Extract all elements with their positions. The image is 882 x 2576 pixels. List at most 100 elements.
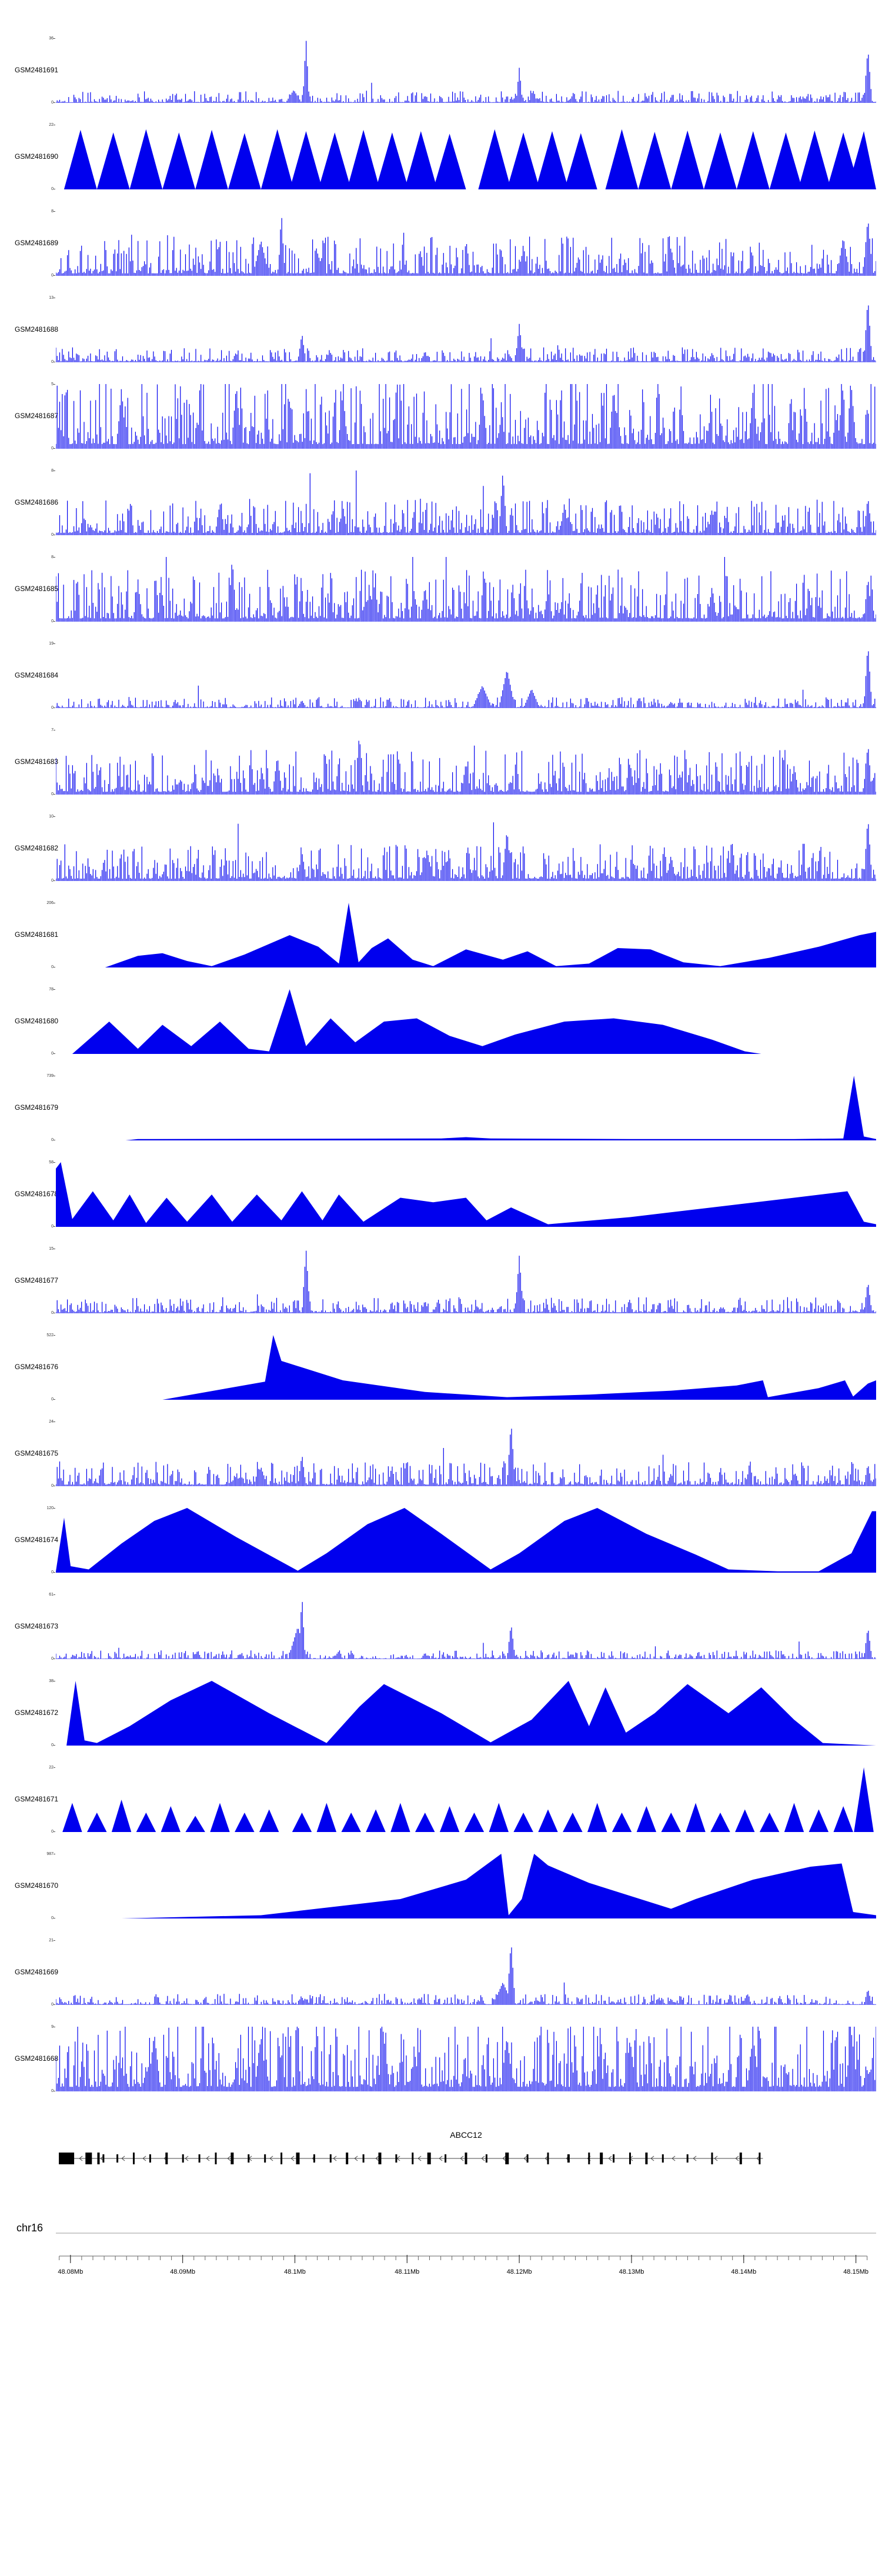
axis-label: 48.12Mb <box>507 2268 532 2275</box>
track-label: GSM2481675 <box>15 1449 59 1457</box>
track-label: GSM2481689 <box>15 239 59 247</box>
exon-box <box>662 2154 664 2163</box>
genome-axis-section: chr16 48.08Mb 48.09Mb 48.1Mb 48.11Mb 48.12Mb… <box>16 2222 876 2336</box>
y-axis-zero-label: 0 <box>51 273 54 278</box>
track-label: GSM2481680 <box>15 1017 59 1025</box>
signal-track-row: GSM2481686 8 0 <box>0 449 882 537</box>
signal-area <box>56 218 876 276</box>
y-axis-bottom-tick <box>54 1226 55 1227</box>
track-plot: 58 0 <box>49 1160 876 1229</box>
track-plot: 987 0 <box>46 1852 876 1920</box>
y-axis-top-tick <box>54 557 55 558</box>
signal-track-row: GSM2481684 19 0 <box>0 622 882 710</box>
y-axis-zero-label: 0 <box>51 533 54 537</box>
signal-area <box>56 1601 876 1659</box>
y-axis-zero-label: 0 <box>51 1743 54 1747</box>
y-axis-max-label: 739 <box>46 1074 54 1078</box>
track-plot: 120 0 <box>46 1506 876 1574</box>
exon-box <box>296 2153 300 2164</box>
signal-track-row: GSM2481681 206 0 <box>0 881 882 969</box>
axis-label: 48.09Mb <box>170 2268 195 2275</box>
exon-box <box>645 2153 648 2164</box>
strand-arrow-icon <box>481 2155 485 2161</box>
signal-track-row: GSM2481685 8 0 <box>0 535 882 623</box>
exon-box <box>362 2154 365 2163</box>
y-axis-bottom-tick <box>54 2004 55 2005</box>
track-label: GSM2481681 <box>15 930 59 939</box>
y-axis-max-label: 21 <box>49 1938 54 1943</box>
genome-browser-view: GSM2481691 36 0 GSM2481690 22 0 GSM24816… <box>0 36 882 2336</box>
track-label: GSM2481669 <box>15 1968 59 1976</box>
exon-box <box>182 2154 184 2163</box>
y-axis-top-tick <box>54 1508 55 1509</box>
strand-arrow-icon <box>375 2155 379 2161</box>
exon-box <box>215 2153 217 2164</box>
signal-track-row: GSM2481677 15 0 <box>0 1227 882 1315</box>
axis-label: 48.08Mb <box>58 2268 83 2275</box>
signal-track-row: GSM2481670 987 0 <box>0 1832 882 1920</box>
signal-area <box>56 471 876 535</box>
y-axis-bottom-tick <box>54 1745 55 1746</box>
y-axis-bottom-tick <box>54 1399 55 1400</box>
exon-box <box>547 2153 549 2164</box>
exon-box <box>329 2154 332 2163</box>
y-axis-max-label: 206 <box>46 901 54 905</box>
exon-box <box>198 2154 201 2163</box>
y-axis-bottom-tick <box>54 1572 55 1573</box>
signal-area <box>121 1854 876 1918</box>
track-label: GSM2481674 <box>15 1536 59 1544</box>
track-plot: 8 0 <box>51 209 876 278</box>
signal-area <box>56 384 876 449</box>
track-plot: 38 0 <box>49 1679 876 1747</box>
y-axis-bottom-tick <box>54 1831 55 1832</box>
strand-arrow-icon <box>608 2155 612 2161</box>
signal-area <box>56 822 876 881</box>
axis-label: 48.1Mb <box>284 2268 306 2275</box>
exon-box <box>588 2153 590 2164</box>
exon-box <box>485 2154 487 2163</box>
exon-box <box>346 2153 349 2164</box>
strand-arrow-icon <box>206 2155 210 2161</box>
y-axis-zero-label: 0 <box>51 619 54 623</box>
axis-label: 48.13Mb <box>619 2268 644 2275</box>
y-axis-zero-label: 0 <box>51 1311 54 1315</box>
y-axis-max-label: 8 <box>51 469 54 473</box>
track-plot: 15 0 <box>49 1247 876 1315</box>
strand-arrow-icon <box>460 2155 464 2161</box>
y-axis-max-label: 9 <box>51 2025 54 2029</box>
track-label: GSM2481673 <box>15 1622 59 1630</box>
track-label: GSM2481677 <box>15 1276 59 1284</box>
exon-box <box>567 2154 570 2163</box>
y-axis-max-label: 8 <box>51 555 54 559</box>
exon-box <box>412 2153 414 2164</box>
strand-arrow-icon <box>185 2155 189 2161</box>
y-axis-top-tick <box>54 643 55 644</box>
exon-box <box>230 2153 234 2164</box>
track-plot: 22 0 <box>49 1766 876 1834</box>
gene-model <box>59 2153 763 2164</box>
y-axis-max-label: 24 <box>49 1420 54 1424</box>
y-axis-zero-label: 0 <box>51 360 54 364</box>
strand-arrow-icon <box>79 2155 83 2161</box>
signal-track-row: GSM2481680 78 0 <box>0 967 882 1056</box>
signal-area <box>56 557 876 622</box>
track-label: GSM2481676 <box>15 1363 59 1371</box>
track-label: GSM2481685 <box>15 585 59 593</box>
exon-box <box>248 2154 250 2163</box>
y-axis-max-label: 61 <box>49 1593 54 1597</box>
strand-arrow-icon <box>121 2155 125 2161</box>
y-axis-zero-label: 0 <box>51 101 54 105</box>
y-axis-max-label: 7 <box>51 728 54 732</box>
track-plot: 24 0 <box>49 1420 876 1488</box>
y-axis-top-tick <box>54 1940 55 1941</box>
track-plot: 10 0 <box>49 815 876 883</box>
y-axis-max-label: 120 <box>46 1506 54 1510</box>
signal-area <box>56 41 876 103</box>
exon-box <box>600 2153 603 2164</box>
signal-area <box>56 1508 876 1573</box>
exon-box <box>133 2153 135 2164</box>
signal-area <box>56 2027 876 2091</box>
track-plot: 206 0 <box>46 901 876 969</box>
y-axis-zero-label: 0 <box>51 1224 54 1229</box>
track-plot: 13 0 <box>49 296 876 364</box>
